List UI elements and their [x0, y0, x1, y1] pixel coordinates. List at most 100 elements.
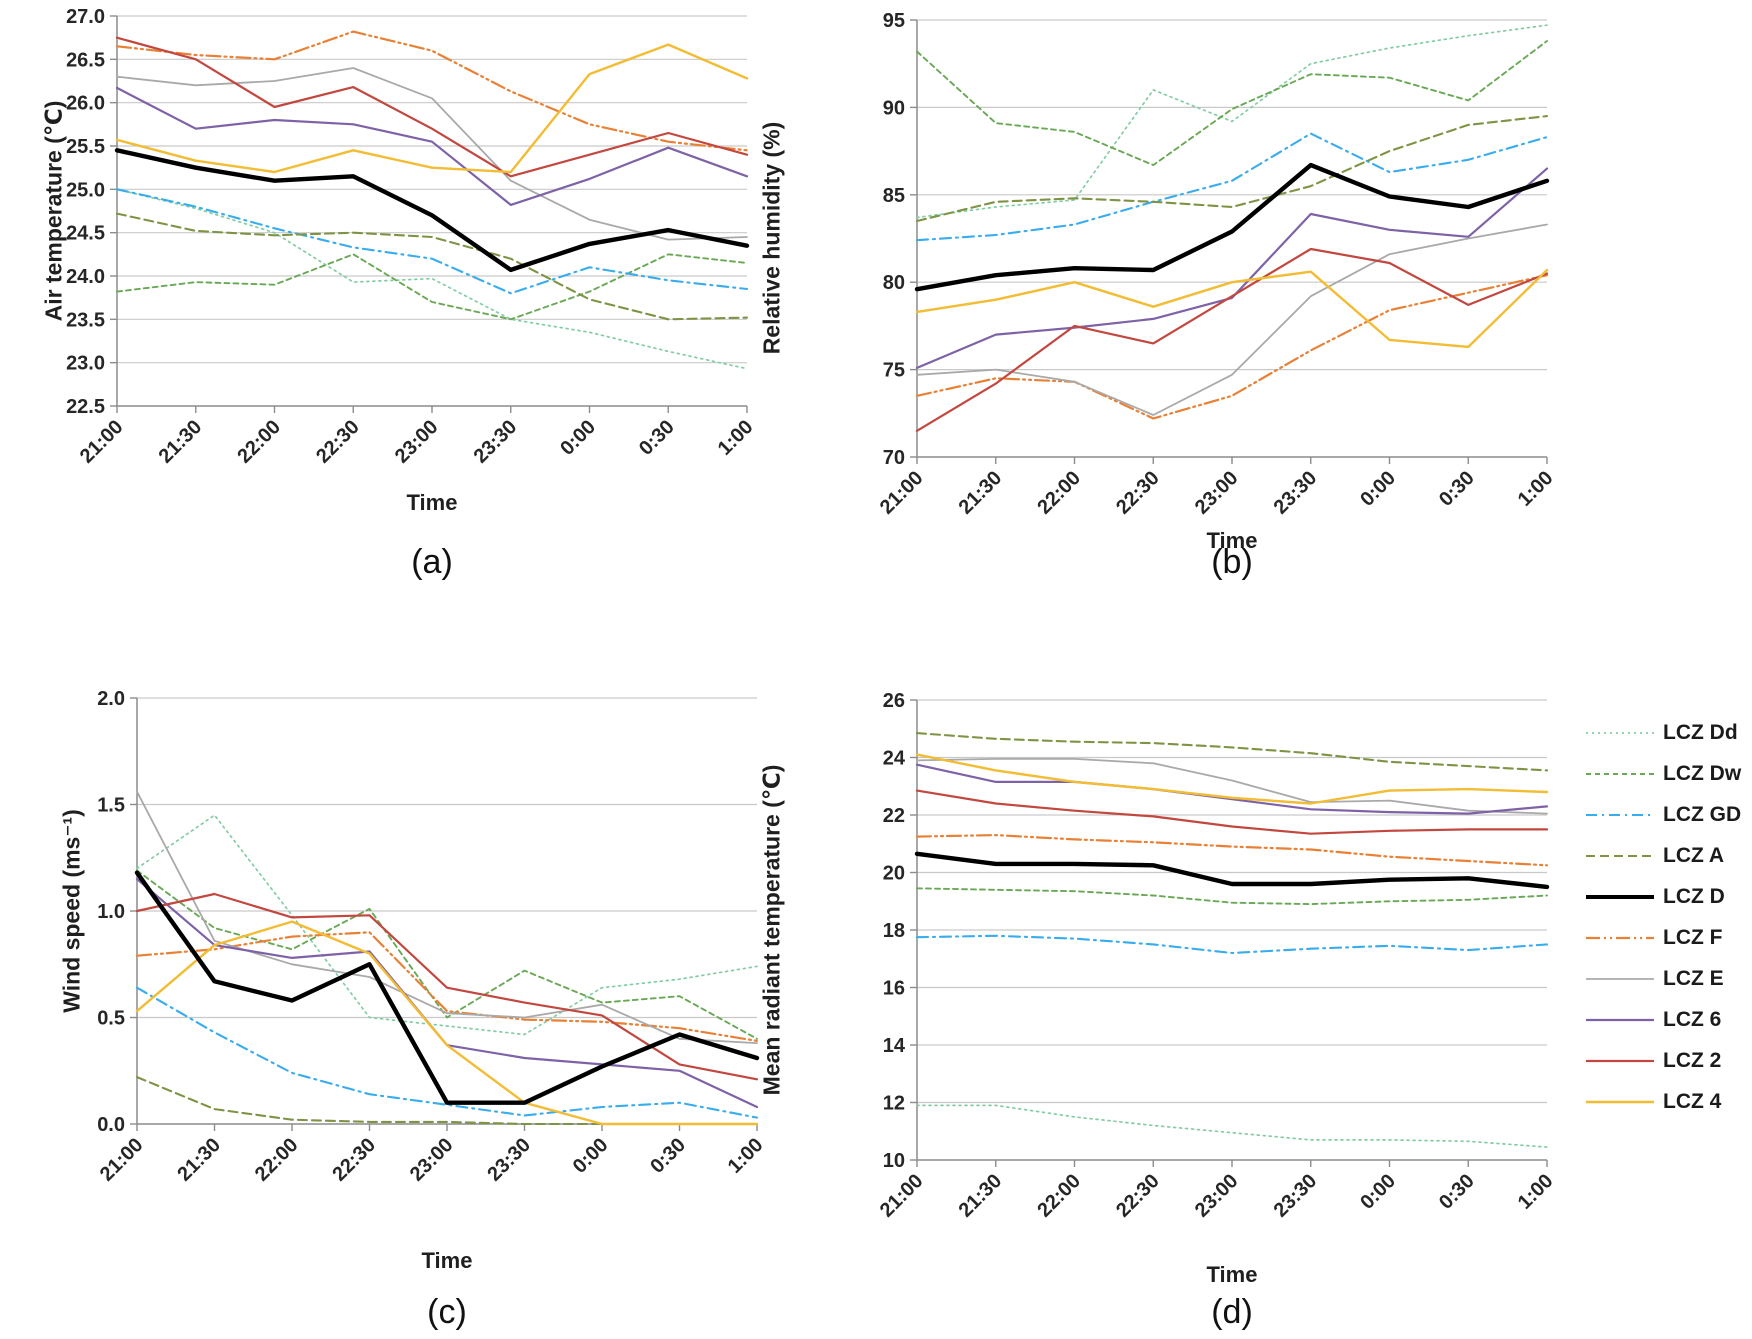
- y-tick-label: 23.0: [66, 353, 105, 375]
- x-tick-label: 21:30: [155, 416, 207, 468]
- legend-label: LCZ 4: [1663, 1089, 1722, 1113]
- y-tick-label: 90: [883, 97, 905, 119]
- panel-b-caption: (b): [1211, 543, 1253, 581]
- chart-a-series-lcz-d: [114, 148, 750, 273]
- panel-d-caption: (d): [1211, 1293, 1253, 1331]
- chart-b-series-lcz-f: [915, 274, 1549, 420]
- legend-item-lcz-d: LCZ D: [1586, 876, 1741, 917]
- x-tick-label: 1:00: [1514, 1170, 1558, 1214]
- y-tick-label: 12: [883, 1093, 905, 1115]
- chart-c-series-lcz-6: [135, 877, 759, 1109]
- legend-item-lcz-2: LCZ 2: [1586, 1040, 1741, 1081]
- y-tick-label: 26: [883, 690, 905, 712]
- x-tick-label: 0:00: [569, 1134, 613, 1178]
- panel-b-ylabel: Relative humidity (%): [758, 121, 785, 355]
- y-tick-label: 0.0: [97, 1114, 125, 1136]
- x-tick-label: 22:00: [233, 416, 285, 468]
- y-tick-label: 16: [883, 978, 905, 1000]
- chart-a-series-lcz-f: [115, 30, 749, 152]
- chart-d-series-lcz-6: [915, 763, 1549, 815]
- chart-a: 27.0 26.5 26.0 25.5 25.0 24.5 24.0 23.5 23.0 22.5…: [66, 6, 757, 468]
- y-tick-label: 0.5: [97, 1008, 125, 1030]
- chart-d-series-lcz-gd: [915, 934, 1549, 955]
- chart-d-series-lcz-e: [916, 758, 1548, 815]
- chart-b-series-lcz-d: [914, 162, 1550, 292]
- legend-line-lcz-e-icon: [1586, 977, 1654, 980]
- legend-label: LCZ 2: [1663, 1048, 1722, 1072]
- panel-b-xlabel: Time: [1206, 528, 1258, 553]
- panel-a-ylabel: Air temperature (℃): [40, 100, 67, 322]
- y-tick-label: 2.0: [97, 688, 125, 710]
- legend-item-lcz-gd: LCZ GD: [1586, 794, 1741, 835]
- legend: LCZ Dd LCZ Dw LCZ GD LCZ A LCZ D LCZ F L…: [1586, 712, 1741, 1122]
- panel-a-xlabel: Time: [406, 490, 458, 515]
- x-tick-label: 22:30: [328, 1134, 380, 1186]
- chart-d-series-lcz-4: [915, 753, 1549, 805]
- chart-a-series-lcz-6: [115, 86, 749, 206]
- x-tick-label: 22:30: [1112, 467, 1164, 519]
- legend-line-lcz-2-icon: [1586, 1059, 1654, 1062]
- y-tick-label: 26.0: [66, 93, 105, 115]
- x-tick-label: 1:00: [714, 416, 758, 460]
- chart-d-series-lcz-a: [915, 732, 1549, 772]
- chart-d-series-lcz-dw: [916, 887, 1548, 906]
- chart-b-series-lcz-6: [915, 167, 1549, 369]
- x-tick-label: 0:00: [1356, 467, 1400, 511]
- x-tick-label: 21:30: [173, 1134, 225, 1186]
- chart-d-series-lcz-dd: [916, 1104, 1548, 1148]
- y-tick-label: 1.0: [97, 901, 125, 923]
- x-tick-label: 22:00: [1033, 467, 1085, 519]
- y-tick-label: 14: [883, 1035, 906, 1057]
- chart-c-series-lcz-dw: [136, 869, 758, 1040]
- legend-label: LCZ A: [1663, 843, 1725, 867]
- y-tick-label: 22.5: [66, 396, 105, 418]
- y-tick-label: 24.5: [66, 223, 105, 245]
- chart-c: 2.0 1.5 1.0 0.5 0.021:00 21:30 22:00 22:30 23:00…: [96, 688, 768, 1186]
- legend-item-lcz-a: LCZ A: [1586, 835, 1741, 876]
- chart-b-series-lcz-dd: [916, 24, 1548, 219]
- chart-a-series-lcz-4: [115, 43, 749, 174]
- x-tick-label: 0:00: [556, 416, 600, 460]
- legend-label: LCZ Dd: [1663, 720, 1738, 744]
- x-tick-label: 23:00: [1191, 467, 1243, 519]
- legend-label: LCZ D: [1663, 884, 1725, 908]
- legend-item-lcz-f: LCZ F: [1586, 917, 1741, 958]
- y-tick-label: 85: [883, 185, 905, 207]
- y-tick-label: 23.5: [66, 309, 105, 331]
- panel-c-caption: (c): [427, 1293, 467, 1331]
- y-tick-label: 24.0: [66, 266, 105, 288]
- legend-line-lcz-a-icon: [1586, 854, 1654, 857]
- chart-a-series-lcz-gd: [115, 188, 749, 295]
- chart-b-series-lcz-e: [916, 223, 1548, 416]
- chart-c-series-lcz-d: [134, 870, 760, 1105]
- x-tick-label: 22:00: [251, 1134, 303, 1186]
- legend-line-lcz-gd-icon: [1586, 813, 1654, 816]
- panel-d-xlabel: Time: [1206, 1262, 1258, 1287]
- x-tick-label: 21:30: [955, 1170, 1007, 1222]
- x-tick-label: 0:30: [1435, 467, 1479, 511]
- y-tick-label: 26.5: [66, 49, 105, 71]
- chart-b-series-lcz-4: [915, 268, 1549, 349]
- chart-c-series-lcz-f: [135, 931, 759, 1042]
- x-tick-label: 0:30: [635, 416, 679, 460]
- x-tick-label: 23:30: [470, 416, 522, 468]
- x-tick-label: 23:00: [406, 1134, 458, 1186]
- legend-line-lcz-dw-icon: [1586, 772, 1654, 775]
- legend-item-lcz-dw: LCZ Dw: [1586, 753, 1741, 794]
- chart-c-series-lcz-dd: [136, 814, 758, 1036]
- panel-c-ylabel: Wind speed (ms⁻¹): [58, 809, 85, 1013]
- y-tick-label: 22: [883, 805, 905, 827]
- legend-item-lcz-6: LCZ 6: [1586, 999, 1741, 1040]
- legend-line-lcz-dd-icon: [1586, 731, 1654, 734]
- chart-c-series-lcz-gd: [135, 986, 759, 1119]
- x-tick-label: 22:30: [1112, 1170, 1164, 1222]
- legend-label: LCZ 6: [1663, 1007, 1722, 1031]
- y-tick-label: 10: [883, 1150, 905, 1172]
- x-tick-label: 0:30: [646, 1134, 690, 1178]
- chart-b-series-lcz-dw: [916, 40, 1548, 167]
- legend-line-lcz-d-icon: [1586, 894, 1654, 899]
- legend-line-lcz-f-icon: [1586, 936, 1654, 939]
- x-tick-label: 22:30: [312, 416, 364, 468]
